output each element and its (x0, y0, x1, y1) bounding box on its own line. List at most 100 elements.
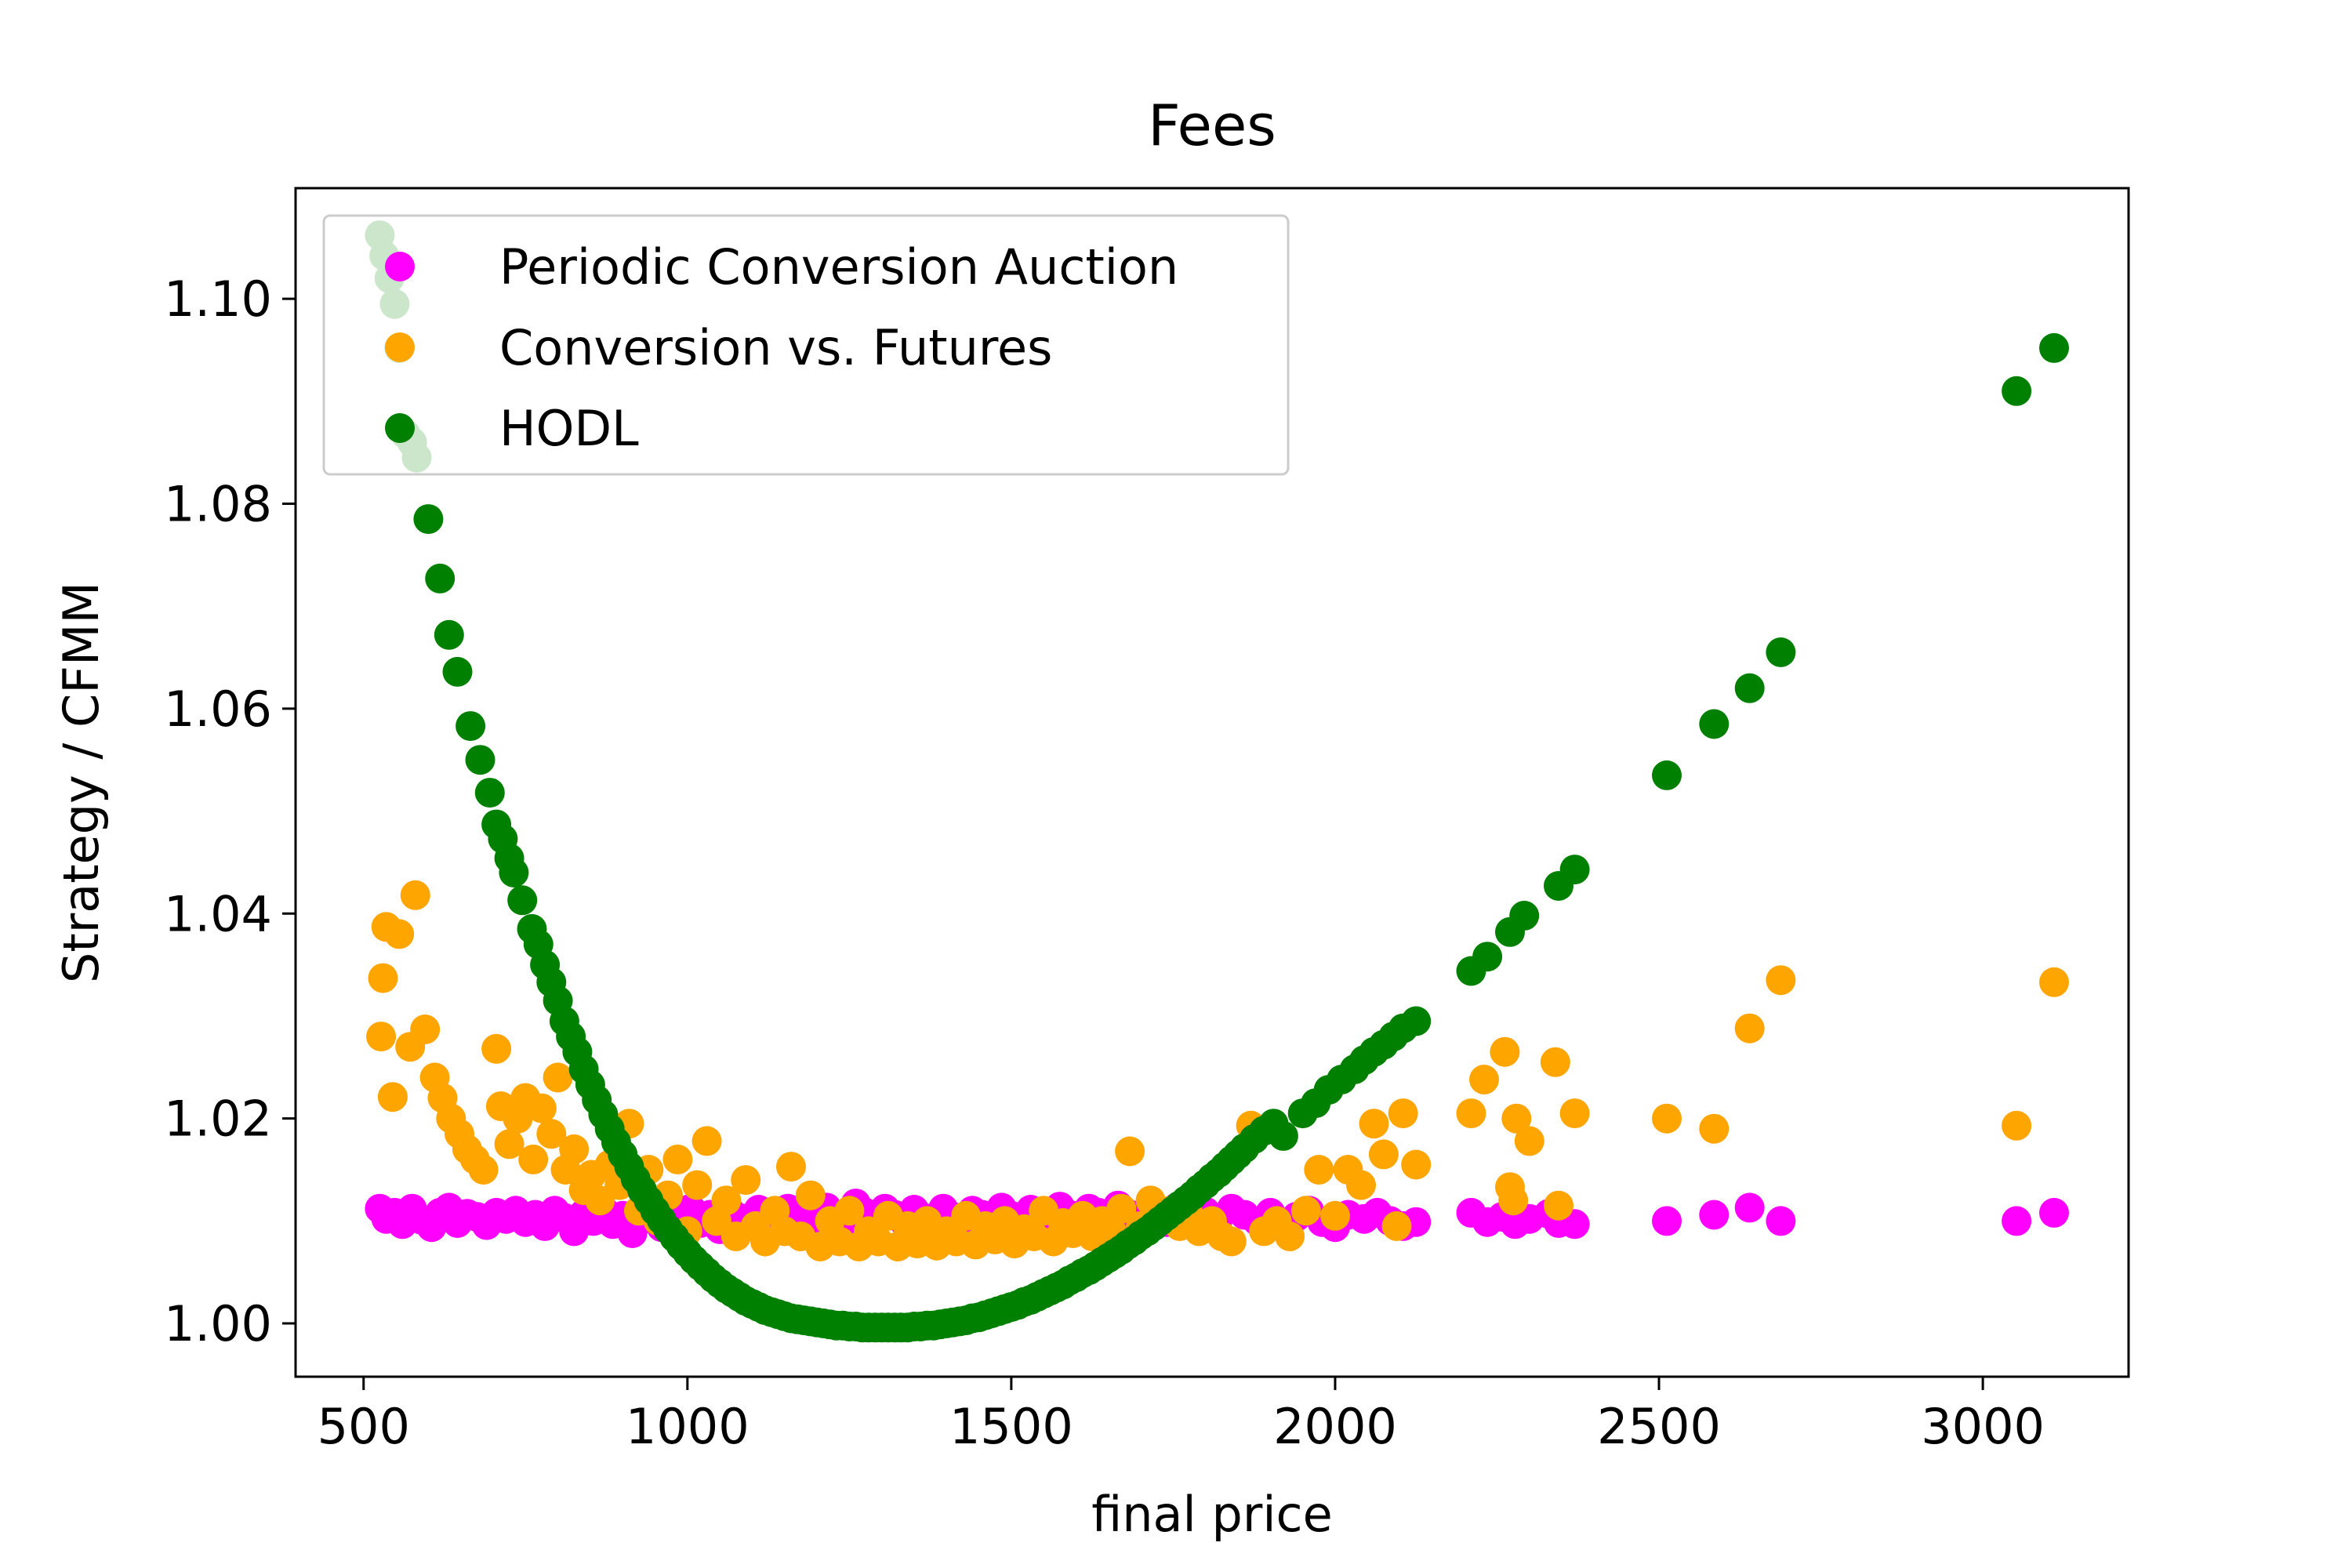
y-tick-label: 1.08 (164, 476, 272, 533)
point-conversion-vs-futures (1381, 1210, 1412, 1241)
point-conversion-vs-futures (543, 1062, 573, 1093)
point-hodl (2002, 376, 2032, 406)
point-conversion-vs-futures (1490, 1036, 1520, 1067)
x-tick-label: 2000 (1273, 1398, 1397, 1455)
point-periodic-conversion-auction (1699, 1200, 1730, 1230)
point-conversion-vs-futures (368, 963, 398, 993)
point-hodl (474, 778, 505, 808)
axes-frame (294, 187, 2130, 1378)
y-tick-label: 1.04 (164, 885, 272, 942)
point-conversion-vs-futures (1501, 1103, 1532, 1134)
point-hodl (1401, 1006, 1432, 1036)
point-conversion-vs-futures (536, 1119, 567, 1149)
point-conversion-vs-futures (1290, 1196, 1321, 1226)
point-conversion-vs-futures (377, 1082, 408, 1112)
x-axis: 500 1000 1500 2000 2500 3000 (318, 1377, 2045, 1455)
point-hodl (1699, 709, 1730, 739)
point-periodic-conversion-auction (2002, 1206, 2032, 1236)
point-conversion-vs-futures (518, 1144, 549, 1174)
point-periodic-conversion-auction (1652, 1206, 1682, 1236)
legend: Periodic Conversion Auction Conversion vs… (322, 214, 1290, 476)
point-conversion-vs-futures (1401, 1149, 1432, 1180)
point-conversion-vs-futures (494, 1129, 524, 1160)
point-conversion-vs-futures (1766, 965, 1796, 996)
y-tick-label: 1.02 (164, 1091, 272, 1148)
point-periodic-conversion-auction (2039, 1197, 2069, 1228)
point-conversion-vs-futures (410, 1014, 441, 1044)
point-conversion-vs-futures (1544, 1190, 1573, 1221)
point-hodl (434, 619, 464, 650)
point-periodic-conversion-auction (1766, 1206, 1796, 1236)
point-conversion-vs-futures (1699, 1113, 1730, 1144)
legend-label: HODL (499, 400, 639, 457)
point-conversion-vs-futures (1540, 1047, 1570, 1077)
point-hodl (1268, 1120, 1298, 1151)
point-conversion-vs-futures (1498, 1185, 1529, 1216)
point-hodl (499, 858, 529, 887)
point-conversion-vs-futures (1115, 1136, 1145, 1167)
point-conversion-vs-futures (1368, 1139, 1399, 1170)
point-hodl (456, 711, 486, 742)
point-hodl (1766, 637, 1796, 667)
point-hodl (1472, 942, 1503, 972)
point-hodl (465, 745, 495, 775)
point-conversion-vs-futures (468, 1155, 499, 1185)
chart-title: Fees (1148, 93, 1276, 158)
point-conversion-vs-futures (795, 1180, 826, 1210)
y-axis: 1.00 1.02 1.04 1.06 1.08 1.10 (164, 270, 296, 1352)
x-tick-label: 3000 (1921, 1398, 2045, 1455)
legend-item-periodic-conversion-auction: Periodic Conversion Auction (385, 238, 1178, 296)
point-hodl (507, 885, 538, 916)
legend-item-conversion-vs-futures: Conversion vs. Futures (385, 319, 1052, 376)
point-conversion-vs-futures (731, 1165, 761, 1196)
point-conversion-vs-futures (662, 1144, 693, 1174)
point-conversion-vs-futures (1652, 1103, 1682, 1134)
point-conversion-vs-futures (384, 919, 415, 949)
legend-label: Conversion vs. Futures (499, 319, 1052, 376)
x-tick-label: 500 (318, 1398, 410, 1455)
point-conversion-vs-futures (682, 1170, 713, 1200)
point-conversion-vs-futures (776, 1152, 806, 1182)
point-hodl (1652, 760, 1682, 790)
point-conversion-vs-futures (2002, 1110, 2032, 1141)
point-conversion-vs-futures (2039, 967, 2069, 997)
point-conversion-vs-futures (1469, 1065, 1499, 1094)
y-tick-label: 1.06 (164, 681, 272, 738)
point-conversion-vs-futures (1388, 1098, 1418, 1129)
point-conversion-vs-futures (559, 1134, 590, 1164)
point-hodl (1509, 900, 1540, 931)
point-conversion-vs-futures (691, 1126, 722, 1156)
y-tick-label: 1.10 (164, 270, 272, 328)
point-conversion-vs-futures (1275, 1221, 1305, 1251)
point-conversion-vs-futures (366, 1022, 397, 1052)
legend-marker (385, 332, 415, 362)
legend-label: Periodic Conversion Auction (499, 238, 1178, 296)
point-conversion-vs-futures (1304, 1155, 1334, 1185)
point-conversion-vs-futures (1456, 1098, 1486, 1129)
point-conversion-vs-futures (1216, 1226, 1247, 1257)
point-conversion-vs-futures (1359, 1109, 1389, 1139)
point-hodl (413, 504, 444, 535)
point-conversion-vs-futures (1320, 1200, 1350, 1231)
point-conversion-vs-futures (400, 880, 430, 910)
point-periodic-conversion-auction (1734, 1192, 1765, 1223)
legend-marker (385, 252, 415, 281)
x-axis-label: final price (1091, 1486, 1333, 1543)
point-conversion-vs-futures (1514, 1126, 1544, 1156)
x-tick-label: 2500 (1597, 1398, 1721, 1455)
legend-marker (385, 413, 415, 443)
point-conversion-vs-futures (711, 1185, 742, 1216)
point-conversion-vs-futures (834, 1196, 865, 1226)
x-tick-label: 1500 (949, 1398, 1073, 1455)
point-conversion-vs-futures (526, 1093, 557, 1123)
point-hodl (425, 563, 456, 593)
x-tick-label: 1000 (626, 1398, 750, 1455)
legend-box (322, 214, 1290, 476)
legend-item-hodl: HODL (385, 400, 639, 457)
point-conversion-vs-futures (1559, 1098, 1590, 1129)
point-conversion-vs-futures (1106, 1193, 1137, 1224)
point-hodl (1734, 673, 1765, 703)
point-hodl (1559, 855, 1590, 885)
point-hodl (2039, 332, 2069, 363)
